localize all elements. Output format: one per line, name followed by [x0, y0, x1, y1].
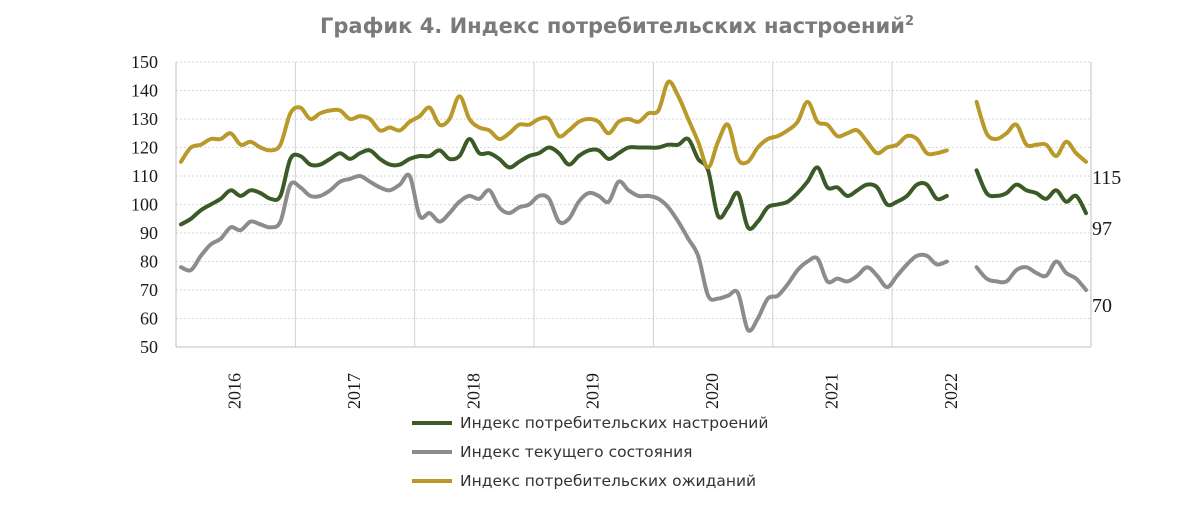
legend-label: Индекс потребительских ожиданий: [460, 471, 757, 490]
legend: Индекс потребительских настроений Индекс…: [412, 408, 768, 495]
series-line: [974, 168, 1088, 216]
x-tick-label: 2019: [583, 373, 603, 409]
series-end-label: 115: [1092, 167, 1121, 189]
y-tick-label: 60: [140, 309, 158, 329]
y-tick-label: 80: [140, 252, 158, 272]
legend-item: Индекс потребительских настроений: [412, 408, 768, 437]
legend-item: Индекс текущего состояния: [412, 437, 768, 466]
series-end-label: 70: [1092, 295, 1112, 317]
x-tick-label: 2016: [225, 373, 245, 409]
x-tick-label: 2021: [821, 373, 841, 409]
x-tick-label: 2022: [941, 373, 961, 409]
y-tick-label: 130: [131, 109, 158, 129]
x-tick-label: 2017: [344, 373, 364, 409]
series-line: [974, 259, 1088, 292]
legend-label: Индекс текущего состояния: [460, 442, 693, 461]
chart-title: График 4. Индекс потребительских настрое…: [0, 14, 1200, 38]
y-tick-label: 110: [132, 166, 158, 186]
y-tick-label: 140: [131, 81, 158, 101]
chart-title-text: График 4. Индекс потребительских настрое…: [320, 14, 905, 38]
y-tick-label: 50: [140, 337, 158, 357]
legend-label: Индекс потребительских настроений: [460, 413, 769, 432]
legend-item: Индекс потребительских ожиданий: [412, 466, 768, 495]
series-line: [974, 99, 1088, 164]
y-tick-label: 70: [140, 280, 158, 300]
legend-swatch-expectations: [412, 478, 452, 483]
x-tick-label: 2018: [463, 373, 483, 409]
series-end-label: 97: [1092, 218, 1112, 240]
y-tick-label: 90: [140, 223, 158, 243]
series-line: [179, 136, 949, 231]
chart-title-footnote: 2: [904, 14, 914, 29]
y-tick-label: 100: [131, 195, 158, 215]
legend-swatch-current: [412, 449, 452, 454]
y-tick-label: 120: [131, 138, 158, 158]
series-line: [179, 172, 949, 333]
y-tick-label: 150: [131, 52, 158, 72]
legend-swatch-sentiment: [412, 420, 452, 425]
series-line: [179, 79, 949, 170]
x-tick-label: 2020: [702, 373, 722, 409]
